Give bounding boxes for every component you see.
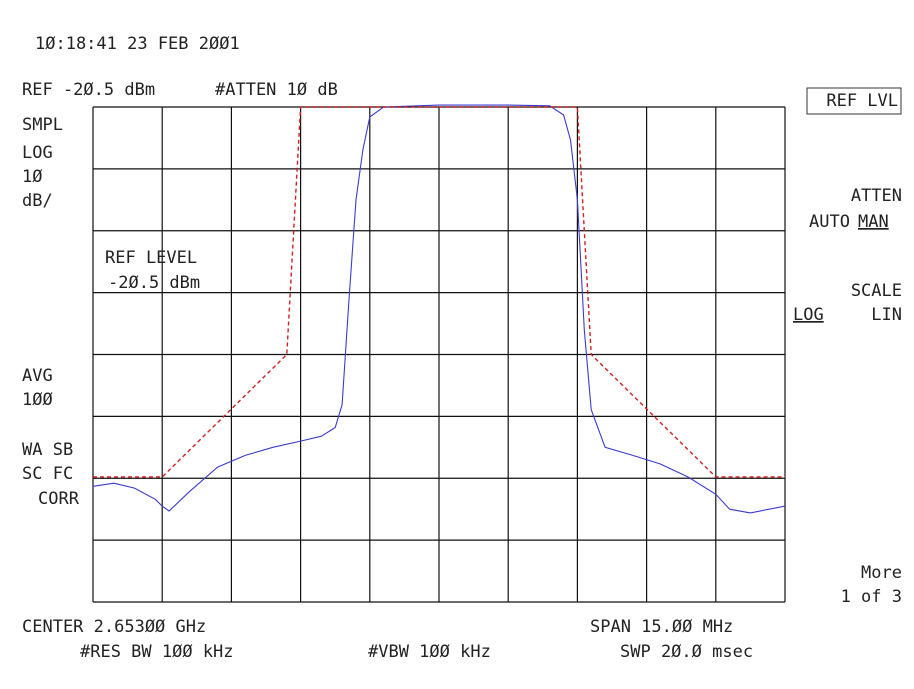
annotation: CORR: [38, 489, 80, 509]
annotation: SC FC: [22, 464, 73, 484]
annotation: SPAN 15.ØØ MHz: [590, 617, 733, 637]
annotation: SMPL: [22, 115, 63, 135]
softkey-label: REF LVL: [826, 91, 898, 111]
annotation: #RES BW 1ØØ kHz: [80, 642, 234, 662]
annotation: AVG: [22, 366, 53, 386]
annotation: WA SB: [22, 440, 73, 460]
annotation: 1ØØ: [22, 390, 53, 410]
softkey-label: SCALE: [851, 281, 902, 301]
annotation: #VBW 1ØØ kHz: [368, 642, 491, 662]
annotation: 1Ø:18:41 23 FEB 2ØØ1: [35, 34, 240, 54]
annotation: CENTER 2.653ØØ GHz: [22, 617, 206, 637]
annotation: LOG: [22, 143, 53, 163]
softkey-label: LOG: [793, 305, 824, 325]
annotation: REF -2Ø.5 dBm: [22, 80, 155, 100]
annotation: -2Ø.5 dBm: [108, 273, 200, 293]
softkey-box: [806, 87, 902, 115]
annotation: dB/: [22, 191, 53, 211]
limit-mask: [93, 106, 785, 478]
annotation: REF LEVEL: [105, 248, 197, 268]
softkey-label: LIN: [871, 305, 902, 325]
softkey-label: AUTO: [809, 212, 850, 232]
annotation: #ATTEN 1Ø dB: [215, 80, 338, 100]
trace: [92, 104, 786, 514]
softkey-label: MAN: [858, 212, 889, 232]
softkey-label: 1 of 3: [841, 587, 902, 607]
softkey-label: More: [861, 563, 902, 583]
softkey-label: ATTEN: [851, 186, 902, 206]
annotation: 1Ø: [22, 167, 42, 187]
annotation: SWP 2Ø.Ø msec: [620, 642, 753, 662]
